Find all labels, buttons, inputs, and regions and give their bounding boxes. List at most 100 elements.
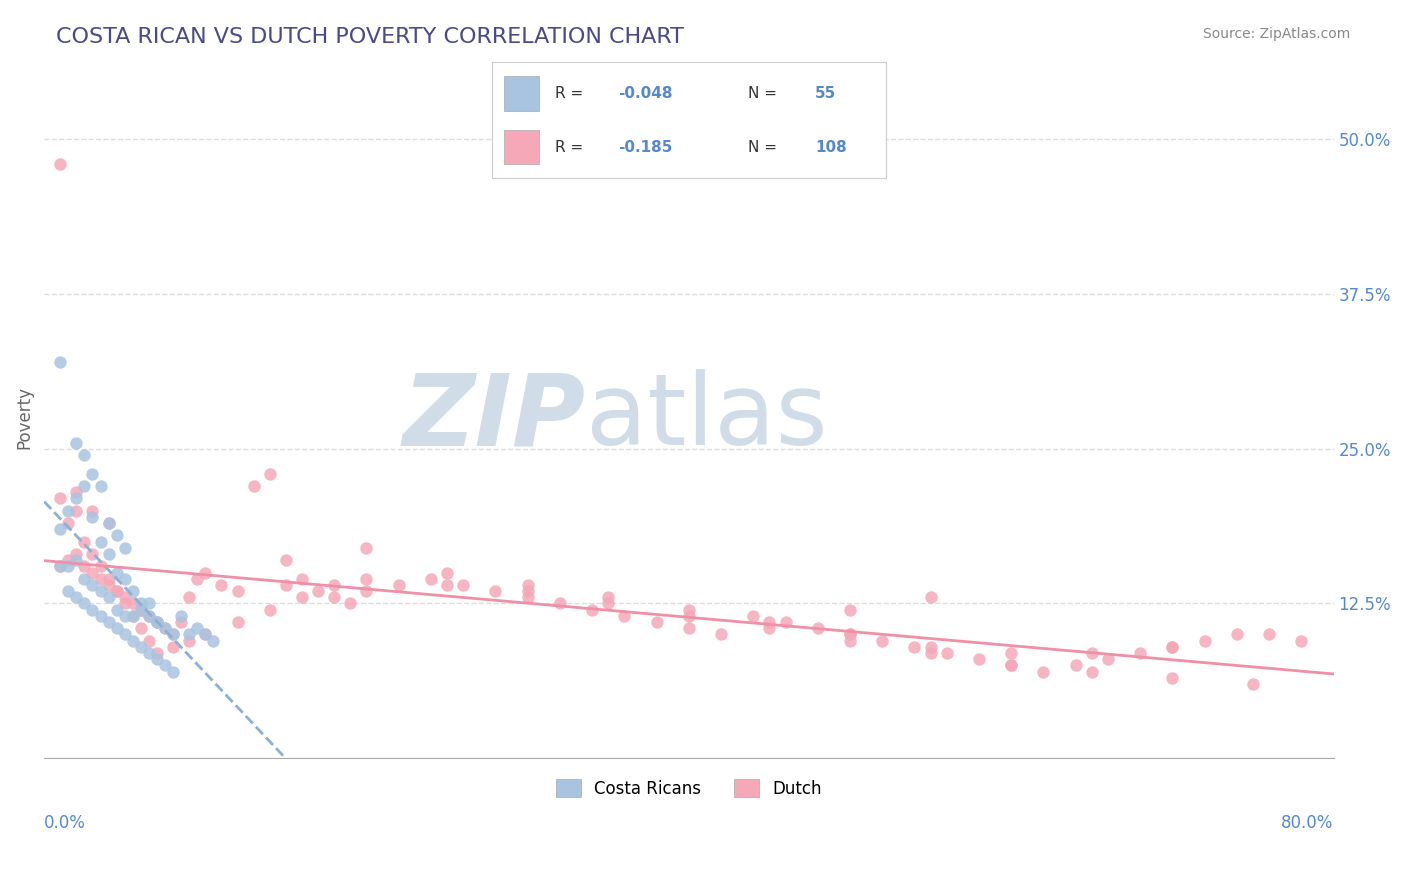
Point — [65, 591, 87, 605]
Point — [678, 608, 700, 623]
Point — [105, 528, 128, 542]
Point — [89, 534, 111, 549]
Point — [678, 621, 700, 635]
Point — [138, 646, 160, 660]
Point — [162, 665, 184, 679]
Point — [114, 608, 136, 623]
Point — [65, 435, 87, 450]
Point — [58, 553, 80, 567]
Point — [920, 646, 942, 660]
Text: COSTA RICAN VS DUTCH POVERTY CORRELATION CHART: COSTA RICAN VS DUTCH POVERTY CORRELATION… — [56, 27, 685, 46]
Text: 0.0%: 0.0% — [44, 814, 86, 832]
Point — [259, 467, 281, 481]
FancyBboxPatch shape — [503, 77, 540, 112]
Text: 80.0%: 80.0% — [1281, 814, 1333, 832]
Point — [839, 602, 862, 616]
Point — [97, 578, 120, 592]
Point — [129, 597, 152, 611]
Point — [121, 608, 143, 623]
Point — [105, 602, 128, 616]
Point — [186, 621, 208, 635]
Point — [1097, 652, 1119, 666]
Point — [73, 448, 96, 462]
Point — [920, 591, 942, 605]
Point — [436, 578, 458, 592]
Point — [436, 566, 458, 580]
Point — [274, 553, 297, 567]
Point — [97, 516, 120, 530]
Point — [97, 516, 120, 530]
Text: 108: 108 — [815, 139, 846, 154]
Point — [73, 572, 96, 586]
Point — [146, 646, 169, 660]
Point — [920, 640, 942, 654]
Point — [226, 615, 249, 629]
Point — [89, 572, 111, 586]
Text: 55: 55 — [815, 87, 837, 102]
Point — [97, 547, 120, 561]
Point — [129, 621, 152, 635]
Point — [870, 633, 893, 648]
Point — [121, 608, 143, 623]
Text: atlas: atlas — [586, 369, 827, 467]
Point — [146, 615, 169, 629]
Point — [1064, 658, 1087, 673]
Point — [516, 591, 538, 605]
Point — [73, 597, 96, 611]
Point — [484, 584, 506, 599]
Point — [129, 640, 152, 654]
Point — [146, 615, 169, 629]
Point — [153, 621, 176, 635]
Point — [1194, 633, 1216, 648]
Point — [1032, 665, 1054, 679]
Point — [170, 615, 193, 629]
Point — [58, 584, 80, 599]
Point — [1000, 658, 1022, 673]
Point — [89, 559, 111, 574]
Point — [97, 591, 120, 605]
Point — [186, 572, 208, 586]
Point — [138, 633, 160, 648]
Point — [598, 597, 620, 611]
Point — [613, 608, 636, 623]
Point — [65, 491, 87, 506]
Point — [121, 633, 143, 648]
Point — [65, 503, 87, 517]
Point — [162, 627, 184, 641]
Point — [548, 597, 571, 611]
Point — [1000, 658, 1022, 673]
Point — [274, 578, 297, 592]
Point — [710, 627, 733, 641]
Text: R =: R = — [555, 87, 588, 102]
Point — [451, 578, 474, 592]
Point — [516, 578, 538, 592]
Point — [153, 621, 176, 635]
Point — [259, 602, 281, 616]
Point — [598, 591, 620, 605]
Point — [105, 621, 128, 635]
Point — [678, 602, 700, 616]
Point — [49, 491, 72, 506]
Legend: Costa Ricans, Dutch: Costa Ricans, Dutch — [548, 772, 828, 805]
Point — [1161, 640, 1184, 654]
Point — [194, 566, 217, 580]
Point — [307, 584, 329, 599]
Point — [758, 621, 780, 635]
Point — [194, 627, 217, 641]
Point — [89, 584, 111, 599]
Text: N =: N = — [748, 87, 782, 102]
Point — [121, 597, 143, 611]
Point — [146, 615, 169, 629]
Point — [129, 602, 152, 616]
Point — [419, 572, 441, 586]
Point — [1080, 646, 1102, 660]
Point — [194, 627, 217, 641]
Point — [356, 584, 378, 599]
Point — [839, 627, 862, 641]
Point — [202, 633, 225, 648]
Y-axis label: Poverty: Poverty — [15, 386, 32, 450]
Point — [138, 608, 160, 623]
Point — [323, 578, 346, 592]
Point — [121, 584, 143, 599]
Point — [73, 534, 96, 549]
